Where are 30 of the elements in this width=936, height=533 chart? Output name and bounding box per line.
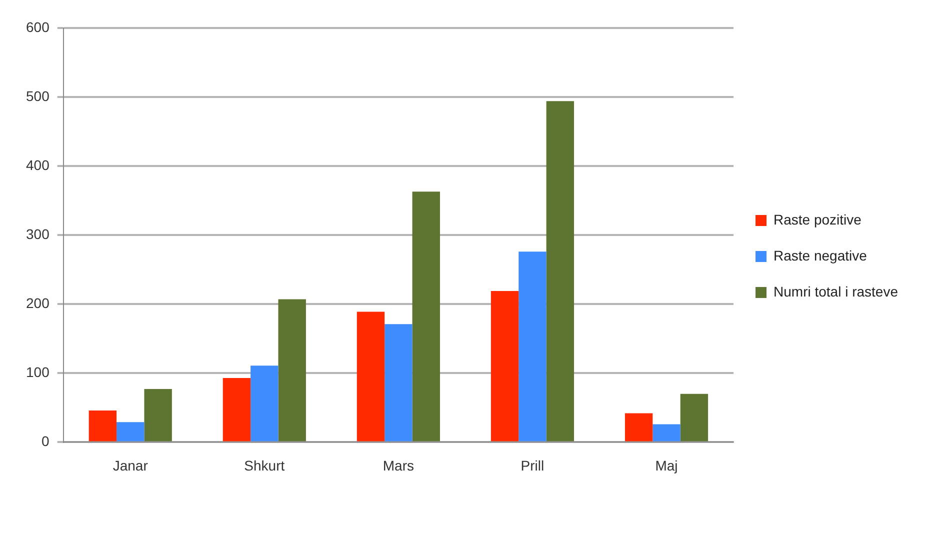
bar (356, 312, 385, 442)
bar (278, 299, 306, 442)
legend-label: Numri total i rasteve (774, 283, 898, 300)
bar (518, 252, 546, 442)
y-tick-label: 400 (26, 156, 50, 173)
bar (144, 389, 172, 442)
x-tick-label: Prill (520, 457, 544, 474)
x-tick-label: Maj (655, 457, 678, 474)
bar (384, 324, 412, 442)
bar (222, 378, 251, 442)
y-tick-label: 300 (26, 226, 50, 242)
bar (250, 366, 278, 442)
legend-label: Raste pozitive (774, 211, 862, 228)
y-tick-label: 200 (26, 294, 50, 311)
bar (652, 424, 680, 442)
bar (624, 413, 653, 442)
x-tick-label: Shkurt (244, 457, 285, 474)
bar (88, 410, 117, 442)
y-tick-label: 500 (26, 88, 50, 104)
y-tick-label: 0 (42, 433, 50, 450)
y-tick-label: 600 (26, 18, 50, 35)
bar (412, 192, 440, 442)
bar (490, 291, 519, 442)
bar (680, 394, 708, 442)
x-tick-label: Mars (382, 457, 414, 474)
bar (116, 422, 144, 442)
y-tick-label: 100 (26, 364, 50, 380)
bar (546, 101, 574, 442)
legend-label: Raste negative (774, 247, 868, 264)
x-tick-label: Janar (112, 457, 148, 474)
